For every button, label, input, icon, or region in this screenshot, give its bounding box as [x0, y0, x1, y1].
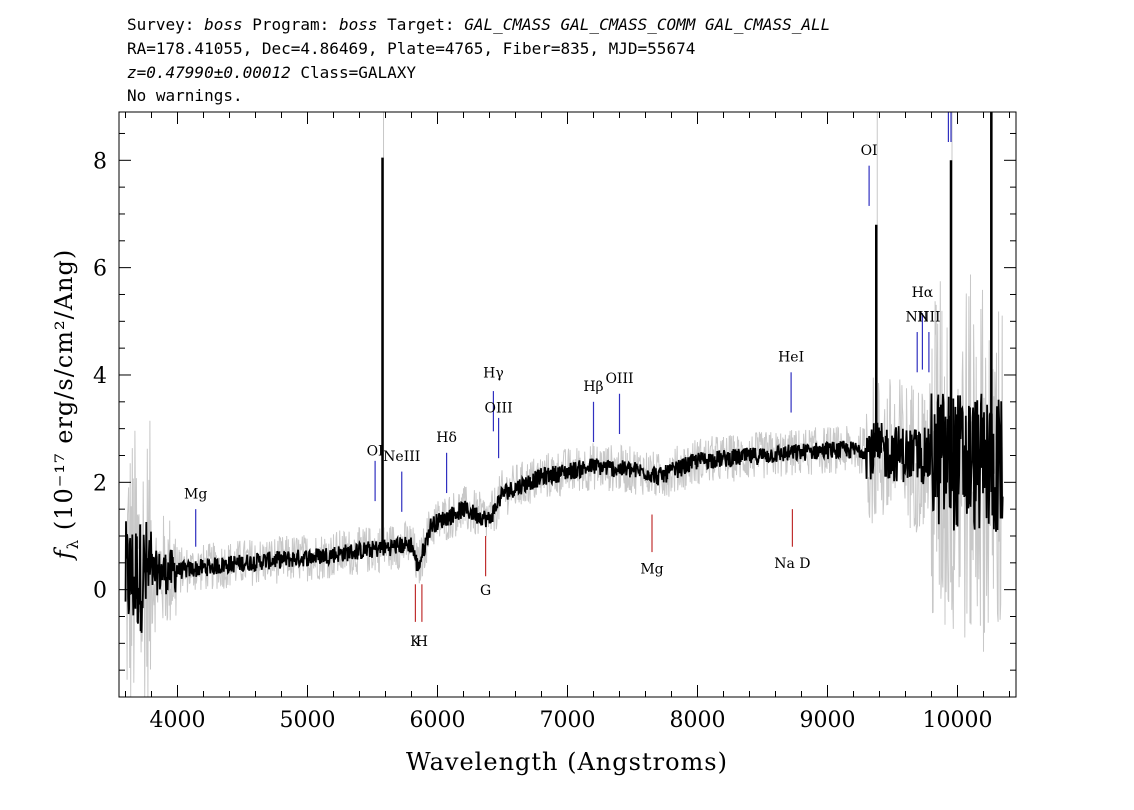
x-tick-label: 9000: [800, 708, 856, 733]
y-axis-subscript: λ: [64, 539, 82, 550]
x-tick-label: 7000: [540, 708, 596, 733]
emission-line-label: Hα: [912, 285, 934, 301]
y-tick-label: 4: [93, 364, 107, 389]
absorption-line-label: Mg: [640, 562, 663, 578]
emission-line-label: OIII: [605, 371, 633, 387]
flux-trace: [124, 393, 1004, 633]
plot-frame: [118, 111, 1017, 698]
noise-band: [125, 112, 1004, 698]
axis-tick-labels: 4000 5000 6000 7000 8000 9000 10000 0 2 4 6 8: [93, 149, 993, 733]
absorption-line-label: H: [416, 634, 428, 650]
x-tick-label: 10000: [923, 708, 993, 733]
absorption-line-label: Na D: [774, 556, 810, 572]
y-tick-label: 8: [93, 149, 107, 174]
emission-line-label: Hβ: [583, 379, 603, 395]
class-value: Class=GALAXY: [300, 63, 416, 82]
y-tick-label: 2: [93, 471, 107, 496]
flux-series: [124, 112, 1004, 633]
emission-line-label: HeI: [778, 350, 804, 366]
emission-line-label: OI: [861, 143, 878, 159]
y-tick-label: 0: [93, 579, 107, 604]
header-line-3: z=0.47990±0.00012 Class=GALAXY: [127, 63, 416, 83]
emission-line-label: Hδ: [436, 430, 457, 446]
y-tick-label: 6: [93, 257, 107, 282]
y-axis-title: fλ (10⁻¹⁷ erg/s/cm²/Ang): [50, 249, 82, 561]
x-axis-title: Wavelength (Angstroms): [406, 748, 728, 776]
emission-line-label: NII: [917, 309, 940, 325]
target-label: Target:: [387, 15, 455, 34]
emission-line-label: Mg: [184, 486, 207, 502]
absorption-line-label: G: [480, 583, 491, 599]
axis-ticks: [119, 112, 1016, 697]
x-tick-label: 5000: [280, 708, 336, 733]
target-value: GAL_CMASS GAL_CMASS_COMM GAL_CMASS_ALL: [464, 15, 831, 34]
header-coords: RA=178.41055, Dec=4.86469, Plate=4765, F…: [127, 39, 696, 58]
header-warnings: No warnings.: [127, 86, 243, 105]
survey-label: Survey:: [127, 15, 195, 34]
y-axis-units: (10⁻¹⁷ erg/s/cm²/Ang): [50, 249, 78, 539]
x-tick-label: 8000: [670, 708, 726, 733]
program-value: boss: [338, 15, 378, 34]
y-axis-symbol: f: [50, 546, 78, 561]
program-label: Program:: [252, 15, 330, 34]
x-tick-label: 6000: [410, 708, 466, 733]
x-tick-label: 4000: [150, 708, 206, 733]
header-line-1: Survey: boss Program: boss Target: GAL_C…: [127, 15, 830, 35]
absorption-line-label: K: [410, 634, 421, 650]
emission-line-label: NeIII: [383, 449, 420, 465]
redshift-value: z=0.47990±0.00012: [127, 63, 291, 82]
survey-value: boss: [204, 15, 243, 34]
emission-line-label: OI: [367, 443, 384, 459]
emission-line-label: Hγ: [483, 366, 504, 382]
emission-line-label: OIII: [485, 401, 513, 417]
emission-line-label: NII: [906, 309, 929, 325]
noise-trace: [125, 274, 1004, 698]
